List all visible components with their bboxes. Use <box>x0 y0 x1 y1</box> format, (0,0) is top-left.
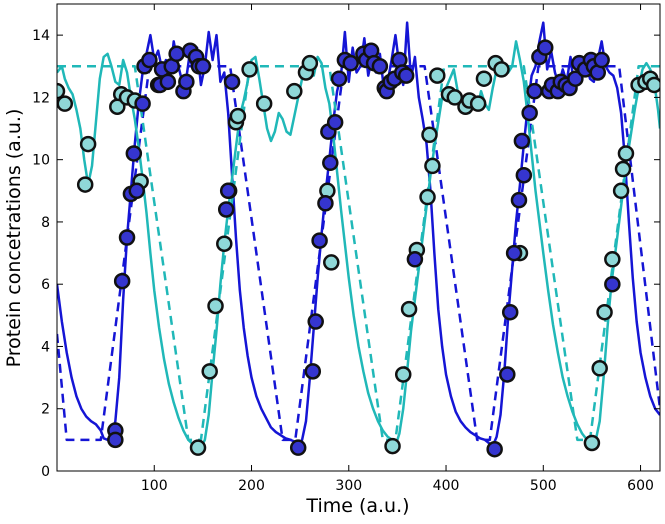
data-point-dark <box>219 182 237 200</box>
y-tick-label: 8 <box>41 215 50 231</box>
data-point-light <box>596 303 613 321</box>
data-point-light <box>57 95 74 112</box>
y-tick-label: 4 <box>41 339 50 355</box>
data-point-dark <box>536 39 554 56</box>
data-point-light <box>424 157 441 175</box>
data-point-light <box>614 160 632 178</box>
x-tick-label: 100 <box>141 478 168 494</box>
data-point-light <box>583 434 601 452</box>
y-tick-label: 10 <box>32 153 50 169</box>
y-tick-label: 14 <box>32 28 50 44</box>
data-point-dark <box>168 45 185 63</box>
y-tick-label: 12 <box>32 90 50 106</box>
data-point-light <box>400 300 418 318</box>
data-point-light <box>79 135 97 153</box>
data-point-dark <box>593 51 610 69</box>
data-point-dark <box>406 251 424 268</box>
y-tick-label: 2 <box>41 402 50 418</box>
data-point-dark <box>501 303 519 321</box>
data-point-dark <box>513 132 531 150</box>
series-line-3 <box>57 40 660 449</box>
data-point-dark <box>499 366 516 383</box>
data-point-dark <box>371 58 389 75</box>
data-point-light <box>394 366 412 383</box>
data-point-dark <box>526 82 543 100</box>
x-tick-label: 200 <box>238 478 265 494</box>
data-point-dark <box>194 58 212 75</box>
data-point-dark <box>311 232 328 249</box>
data-point-light <box>189 439 207 456</box>
data-point-dark <box>322 154 339 172</box>
data-point-dark <box>317 195 334 212</box>
data-point-dark <box>128 182 145 200</box>
data-point-dark <box>134 95 151 112</box>
data-point-light <box>57 82 66 100</box>
data-point-dark <box>304 363 322 380</box>
data-point-dark <box>515 166 533 184</box>
data-point-dark <box>118 229 136 246</box>
data-point-light <box>617 145 635 162</box>
data-point-light <box>604 251 621 268</box>
data-point-dark <box>397 67 415 84</box>
data-point-dark <box>505 244 523 262</box>
data-point-light <box>421 126 438 144</box>
data-point-light <box>469 95 487 112</box>
data-point-light <box>216 235 233 252</box>
x-tick-label: 400 <box>433 478 460 494</box>
data-point-light <box>286 82 303 100</box>
data-point-dark <box>567 70 584 87</box>
y-tick-label: 0 <box>41 464 50 480</box>
data-point-light <box>493 61 510 78</box>
plot-frame <box>56 3 661 472</box>
data-point-light <box>241 61 258 78</box>
data-point-dark <box>217 201 235 218</box>
data-point-dark <box>113 272 131 290</box>
x-tick-label: 300 <box>335 478 362 494</box>
x-axis-label: Time (a.u.) <box>305 495 409 517</box>
data-point-light <box>591 360 608 377</box>
tick-layer: 100 200 300 400 500 600 0 2 4 6 8 10 12 14 <box>32 4 660 494</box>
y-tick-label: 6 <box>41 277 50 293</box>
data-point-dark <box>289 439 307 456</box>
data-point-light <box>301 54 319 72</box>
data-point-light <box>229 107 247 125</box>
data-point-dark <box>521 104 538 122</box>
x-tick-label: 600 <box>627 478 654 494</box>
data-point-dark <box>326 114 344 131</box>
data-point-light <box>612 182 630 200</box>
data-point-dark <box>330 70 348 87</box>
data-point-dark <box>604 275 621 293</box>
data-point-dark <box>141 51 158 69</box>
data-point-light <box>109 98 126 115</box>
data-point-light <box>201 363 218 380</box>
data-point-light <box>645 76 660 94</box>
data-point-light <box>323 254 340 271</box>
series-line-4 <box>57 65 660 442</box>
data-point-light <box>419 188 436 206</box>
data-point-light <box>384 437 401 455</box>
data-point-dark <box>342 54 359 72</box>
data-point-dark <box>107 431 124 449</box>
data-point-dark <box>486 440 503 458</box>
data-point-dark <box>125 145 143 162</box>
data-point-light <box>255 95 273 112</box>
data-point-dark <box>159 73 177 91</box>
marker-layer <box>57 39 660 458</box>
series-line-2 <box>57 65 660 442</box>
data-point-dark <box>510 191 528 209</box>
data-point-dark <box>307 313 324 330</box>
data-point-dark <box>178 73 195 91</box>
data-point-light <box>429 67 446 84</box>
x-tick-label: 500 <box>530 478 557 494</box>
data-point-light <box>475 70 493 87</box>
data-point-dark <box>223 73 241 91</box>
data-point-light <box>76 176 94 193</box>
y-axis-label: Protein concetrations (a.u.) <box>3 109 25 368</box>
data-point-light <box>207 297 224 315</box>
